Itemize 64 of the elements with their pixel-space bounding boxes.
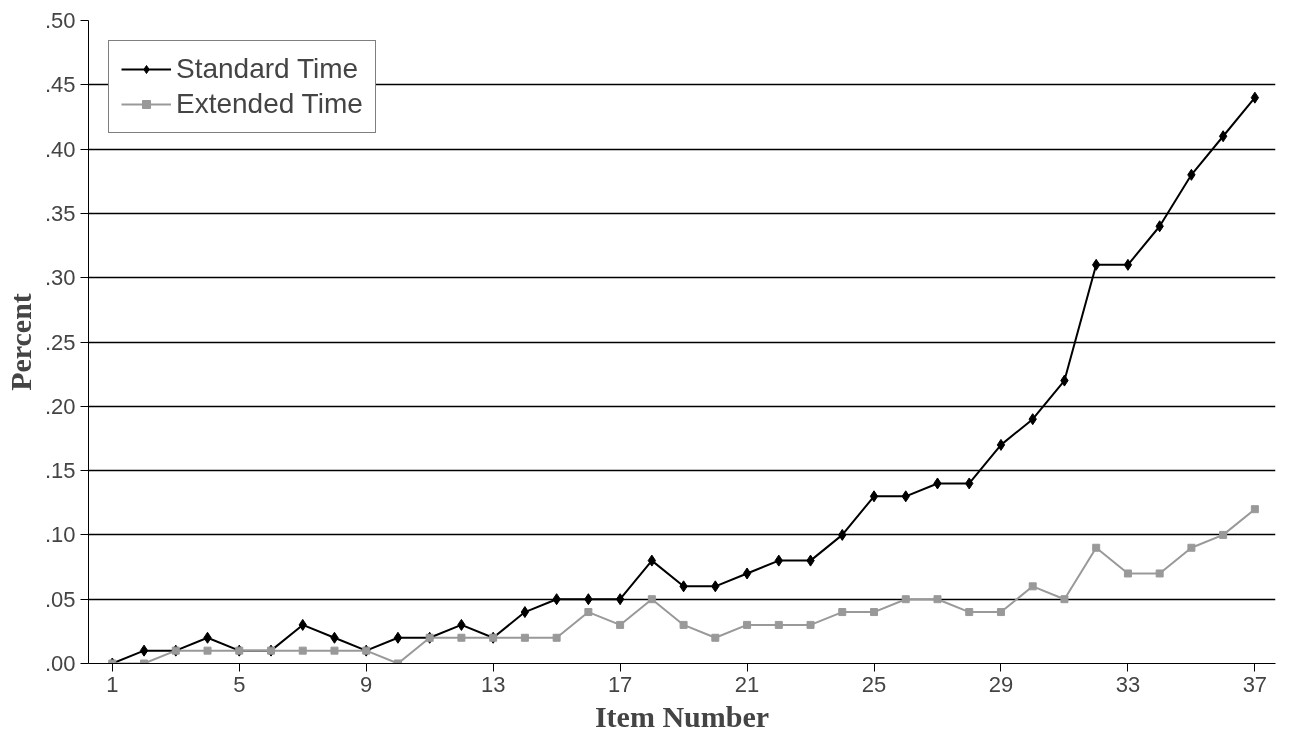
point: [679, 620, 688, 629]
y-tick-label: .15: [44, 458, 76, 484]
point: [1219, 530, 1228, 539]
point: [838, 608, 847, 617]
y-tick-label: .35: [44, 200, 76, 226]
point: [1123, 569, 1132, 578]
point: [1123, 258, 1133, 271]
legend-label: Standard Time: [176, 53, 359, 85]
point: [1028, 582, 1037, 591]
point: [647, 595, 656, 604]
x-tick-label: 9: [360, 671, 373, 697]
point: [298, 646, 307, 655]
y-tick-label: .25: [44, 329, 76, 355]
x-tick-label: 33: [1115, 671, 1141, 697]
point: [711, 633, 720, 642]
point: [1218, 130, 1228, 143]
y-tick-label: .20: [44, 393, 76, 419]
x-tick-label: 5: [233, 671, 246, 697]
point: [965, 608, 974, 617]
point: [996, 438, 1006, 451]
point: [870, 608, 879, 617]
x-tick-label: 37: [1242, 671, 1268, 697]
point: [615, 593, 625, 606]
point: [901, 595, 910, 604]
point: [203, 646, 212, 655]
x-tick-label: 17: [607, 671, 633, 697]
point: [457, 633, 466, 642]
y-axis-title: Percent: [3, 293, 37, 391]
point: [520, 633, 529, 642]
y-tick-label: .45: [44, 72, 76, 98]
point: [1092, 543, 1101, 552]
point: [996, 608, 1005, 617]
y-tick-label: .10: [44, 522, 76, 548]
point: [647, 554, 657, 567]
point: [806, 620, 815, 629]
x-tick-label: 21: [734, 671, 760, 697]
point: [330, 646, 339, 655]
point: [616, 620, 625, 629]
x-tick-label: 1: [106, 671, 119, 697]
y-tick-label: .05: [44, 586, 76, 612]
point: [139, 644, 149, 657]
point: [520, 606, 530, 619]
point: [1155, 569, 1164, 578]
x-tick-label: 29: [988, 671, 1014, 697]
y-tick-label: .40: [44, 136, 76, 162]
point: [742, 567, 752, 580]
y-tick-label: .50: [44, 8, 76, 33]
point: [1187, 543, 1196, 552]
legend-label: Extended Time: [176, 88, 363, 120]
point: [933, 595, 942, 604]
point: [584, 608, 593, 617]
x-axis-title: Item Number: [594, 699, 770, 733]
point: [393, 631, 403, 644]
point: [1060, 595, 1069, 604]
x-tick-label: 13: [480, 671, 506, 697]
point: [774, 620, 783, 629]
point: [869, 490, 879, 503]
point: [552, 633, 561, 642]
y-tick-label: .30: [44, 265, 76, 291]
point: [1250, 91, 1260, 104]
x-tick-label: 25: [861, 671, 887, 697]
point: [743, 620, 752, 629]
y-tick-label: .00: [44, 651, 76, 676]
point: [1250, 505, 1259, 514]
